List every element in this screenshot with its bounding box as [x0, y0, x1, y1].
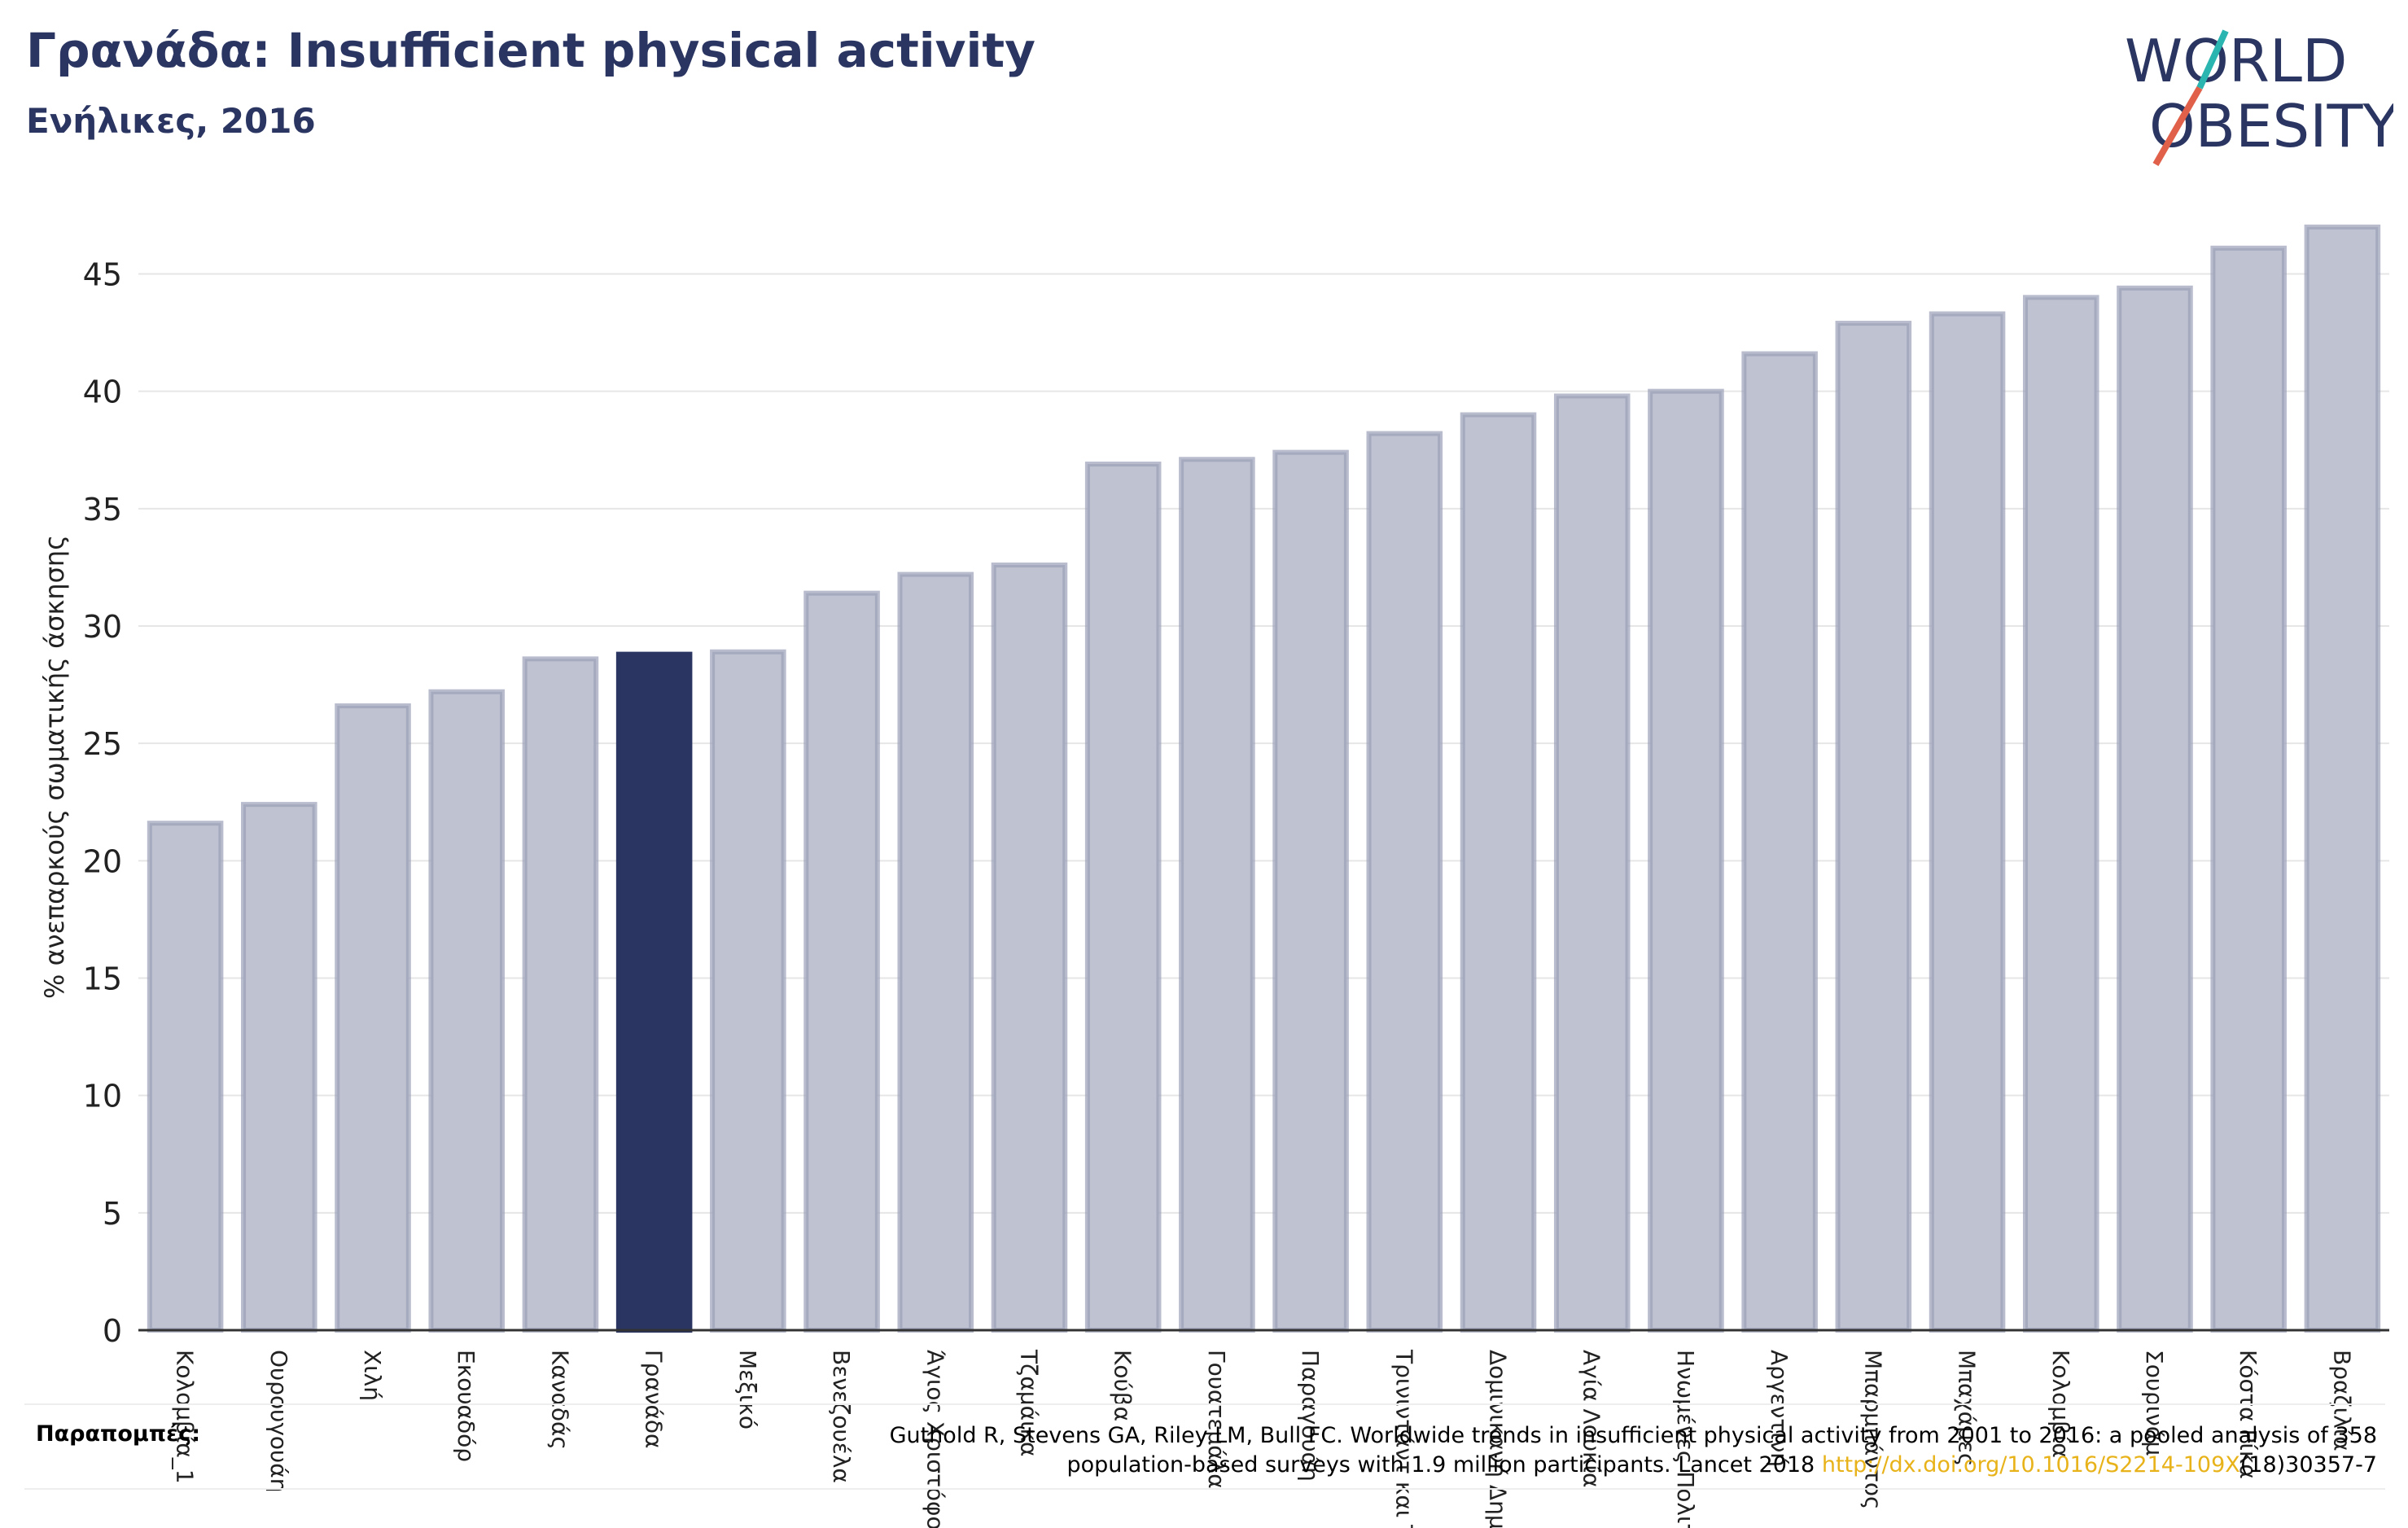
reference-line2a: population-based surveys with 1.9 millio…: [1066, 1452, 1822, 1478]
bar: [1741, 351, 1818, 1333]
logo-slash-red: [2152, 86, 2203, 166]
bar: [1835, 321, 1912, 1333]
bar: [1460, 412, 1537, 1333]
page-title: Γρανάδα: Insufficient physical activity: [26, 23, 1035, 78]
bar: [2210, 245, 2287, 1333]
bar: [2304, 224, 2381, 1333]
reference-line1: Guthold R, Stevens GA, Riley LM, Bull FC…: [889, 1423, 2377, 1448]
logo-line2: OBESITY: [2149, 92, 2393, 160]
bar: [991, 563, 1068, 1333]
y-tick-label: 25: [83, 726, 122, 762]
y-axis-label: % ανεπαρκούς σωματικής άσκησης: [39, 535, 70, 999]
bar: [335, 703, 411, 1333]
y-tick-label: 45: [83, 257, 122, 293]
bar: [1272, 449, 1349, 1333]
y-tick-label: 5: [103, 1196, 122, 1232]
references-top-rule: [24, 1403, 2385, 1405]
x-tick-label: Καναδάς: [546, 1350, 573, 1450]
bar: [1648, 388, 1724, 1333]
bar: [1084, 462, 1162, 1333]
bar: [710, 649, 786, 1333]
bar: [241, 802, 317, 1333]
y-tick-label: 0: [103, 1313, 122, 1349]
y-tick-label: 40: [83, 374, 122, 410]
bar: [2117, 285, 2193, 1333]
reference-doi-link[interactable]: http://dx.doi.org/10.1016/S2214-109X: [1821, 1452, 2240, 1478]
references-text: Guthold R, Stevens GA, Riley LM, Bull FC…: [619, 1421, 2377, 1480]
y-tick-label: 35: [83, 492, 122, 528]
reference-line2b: (18)30357-7: [2239, 1452, 2377, 1478]
bar: [1553, 393, 1631, 1333]
page-subtitle: Ενήλικες, 2016: [26, 101, 316, 141]
bar: [1366, 431, 1443, 1333]
x-tick-label: Μεξικό: [734, 1350, 761, 1429]
x-tick-label: Εκουαδόρ: [453, 1350, 479, 1462]
bar: [428, 689, 506, 1333]
x-tick-label: Κούβα: [1110, 1350, 1136, 1421]
bar: [803, 590, 880, 1333]
x-tick-label: Κολομβία_1: [172, 1350, 199, 1484]
bar: [1929, 311, 2006, 1333]
y-tick-label: 30: [83, 609, 122, 645]
x-tick-label: Ουρουγουάη: [265, 1350, 292, 1492]
references-bottom-rule: [24, 1488, 2385, 1490]
y-tick-label: 10: [83, 1079, 122, 1114]
y-tick-label: 15: [83, 961, 122, 997]
bar: [615, 651, 693, 1333]
bar: [897, 571, 974, 1333]
bar: [2022, 295, 2099, 1333]
x-tick-label: Χιλή: [359, 1350, 386, 1401]
logo-line1: WORLD: [2125, 27, 2347, 95]
bar: [522, 656, 599, 1333]
world-obesity-logo: WORLD OBESITY: [2125, 27, 2393, 166]
bar: [147, 821, 224, 1333]
y-tick-label: 20: [83, 843, 122, 879]
bar: [1179, 457, 1255, 1333]
logo-slash-teal: [2196, 29, 2229, 90]
references-label: Παραπομπές:: [36, 1421, 200, 1447]
